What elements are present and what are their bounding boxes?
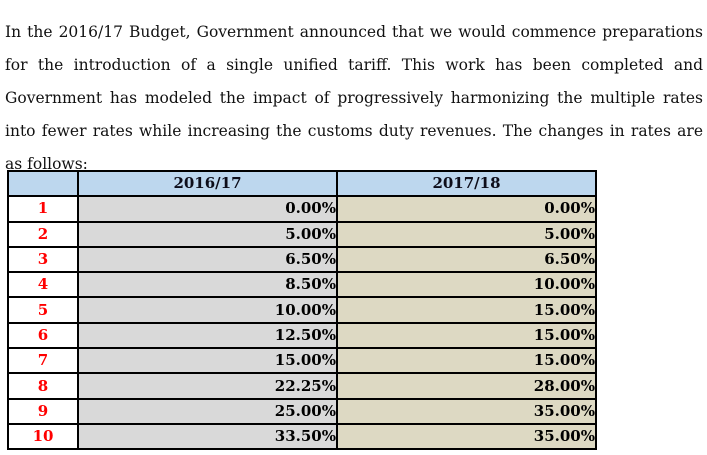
- rate-2017-18-cell: 15.00%: [336, 296, 597, 324]
- table-row: 8 22.25% 28.00%: [7, 372, 597, 400]
- rate-2017-18-cell: 0.00%: [336, 195, 597, 223]
- table-row: 5 10.00% 15.00%: [7, 296, 597, 324]
- row-number-cell: 5: [7, 296, 79, 324]
- row-number-cell: 9: [7, 397, 79, 425]
- row-number-cell: 1: [7, 195, 79, 223]
- header-2017-18: 2017/18: [336, 169, 597, 198]
- rate-2016-17-cell: 10.00%: [77, 296, 338, 324]
- rate-2016-17-cell: 0.00%: [77, 195, 338, 223]
- rate-2016-17-cell: 25.00%: [77, 397, 338, 425]
- intro-paragraph: In the 2016/17 Budget, Government announ…: [5, 22, 703, 173]
- row-number-cell: 7: [7, 347, 79, 375]
- table-row: 3 6.50% 6.50%: [7, 245, 597, 274]
- table-row: 1 0.00% 0.00%: [7, 195, 597, 223]
- rate-2016-17-cell: 33.50%: [77, 422, 338, 451]
- table-row: 7 15.00% 15.00%: [7, 347, 597, 375]
- header-blank-cell: [7, 169, 79, 198]
- table-row: 2 5.00% 5.00%: [7, 220, 597, 248]
- rate-2016-17-cell: 5.00%: [77, 220, 338, 248]
- table-row: 9 25.00% 35.00%: [7, 397, 597, 425]
- row-number-cell: 10: [7, 422, 79, 451]
- header-2016-17: 2016/17: [77, 169, 338, 198]
- rate-2017-18-cell: 35.00%: [336, 422, 597, 451]
- row-number-cell: 2: [7, 220, 79, 248]
- rate-2016-17-cell: 6.50%: [77, 245, 338, 274]
- tariff-rates-table: 2016/17 2017/18 1 0.00% 0.00% 2 5.00% 5.…: [7, 169, 597, 451]
- rate-2016-17-cell: 8.50%: [77, 271, 338, 299]
- rate-2017-18-cell: 28.00%: [336, 372, 597, 400]
- rate-2017-18-cell: 15.00%: [336, 321, 597, 350]
- rate-2017-18-cell: 6.50%: [336, 245, 597, 274]
- row-number-cell: 8: [7, 372, 79, 400]
- rate-2017-18-cell: 15.00%: [336, 347, 597, 375]
- table-row: 10 33.50% 35.00%: [7, 422, 597, 451]
- rate-2016-17-cell: 12.50%: [77, 321, 338, 350]
- rate-2016-17-cell: 22.25%: [77, 372, 338, 400]
- row-number-cell: 3: [7, 245, 79, 274]
- table-row: 6 12.50% 15.00%: [7, 321, 597, 350]
- rate-2017-18-cell: 35.00%: [336, 397, 597, 425]
- rate-2017-18-cell: 10.00%: [336, 271, 597, 299]
- row-number-cell: 4: [7, 271, 79, 299]
- table-row: 4 8.50% 10.00%: [7, 271, 597, 299]
- row-number-cell: 6: [7, 321, 79, 350]
- table-header-row: 2016/17 2017/18: [7, 169, 597, 198]
- rate-2016-17-cell: 15.00%: [77, 347, 338, 375]
- rate-2017-18-cell: 5.00%: [336, 220, 597, 248]
